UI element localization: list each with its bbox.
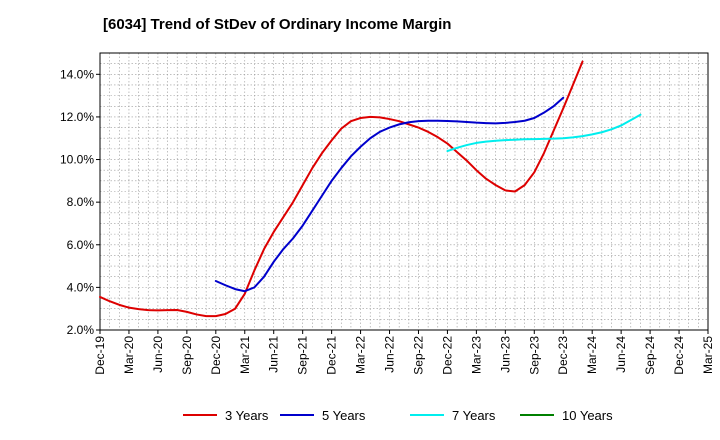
grid-lines: [99, 52, 709, 331]
x-tick-label: Mar-24: [585, 336, 599, 374]
x-tick-label: Mar-20: [122, 336, 136, 374]
x-tick-label: Mar-25: [701, 336, 715, 374]
legend-label: 7 Years: [452, 408, 496, 423]
series-lines: [99, 60, 642, 318]
x-tick-label: Jun-20: [151, 336, 165, 373]
x-tick-label: Sep-23: [527, 336, 541, 375]
x-tick-label: Dec-21: [325, 336, 339, 375]
x-tick-label: Jun-23: [498, 336, 512, 373]
y-tick-label: 14.0%: [60, 67, 94, 81]
x-tick-label: Mar-22: [354, 336, 368, 374]
legend-label: 5 Years: [322, 408, 366, 423]
x-tick-label: Mar-23: [469, 336, 483, 374]
chart-title: [6034] Trend of StDev of Ordinary Income…: [103, 16, 452, 33]
x-tick-label: Dec-20: [209, 336, 223, 375]
y-tick-label: 8.0%: [67, 195, 95, 209]
y-tick-label: 12.0%: [60, 110, 94, 124]
series-line-7-years: [446, 113, 642, 153]
y-tick-label: 4.0%: [67, 280, 95, 294]
x-tick-label: Jun-24: [614, 336, 628, 373]
x-tick-label: Sep-21: [296, 336, 310, 375]
legend: 3 Years 5 Years 7 Years 10 Years: [183, 408, 613, 423]
x-tick-label: Mar-21: [238, 336, 252, 374]
x-axis-ticks: Dec-19 Mar-20 Jun-20 Sep-20 Dec-20 Mar-21 Jun-…: [93, 330, 715, 375]
plot-area-frame: [99, 52, 709, 331]
x-tick-label: Sep-20: [180, 336, 194, 375]
x-tick-label: Jun-22: [383, 336, 397, 373]
x-tick-label: Sep-24: [643, 336, 657, 375]
series-line-3-years: [99, 60, 584, 318]
y-tick-label: 10.0%: [60, 153, 94, 167]
series-line-5-years: [214, 96, 565, 293]
y-tick-label: 2.0%: [67, 323, 95, 337]
x-tick-label: Sep-22: [411, 336, 425, 375]
y-tick-label: 6.0%: [67, 238, 95, 252]
x-tick-label: Jun-21: [267, 336, 281, 373]
legend-label: 10 Years: [562, 408, 613, 423]
x-tick-label: Dec-24: [672, 336, 686, 375]
x-tick-label: Dec-22: [440, 336, 454, 375]
x-tick-label: Dec-23: [556, 336, 570, 375]
x-tick-label: Dec-19: [93, 336, 107, 375]
legend-label: 3 Years: [225, 408, 269, 423]
y-axis-ticks: 2.0% 4.0% 6.0% 8.0% 10.0% 12.0% 14.0%: [60, 67, 100, 337]
